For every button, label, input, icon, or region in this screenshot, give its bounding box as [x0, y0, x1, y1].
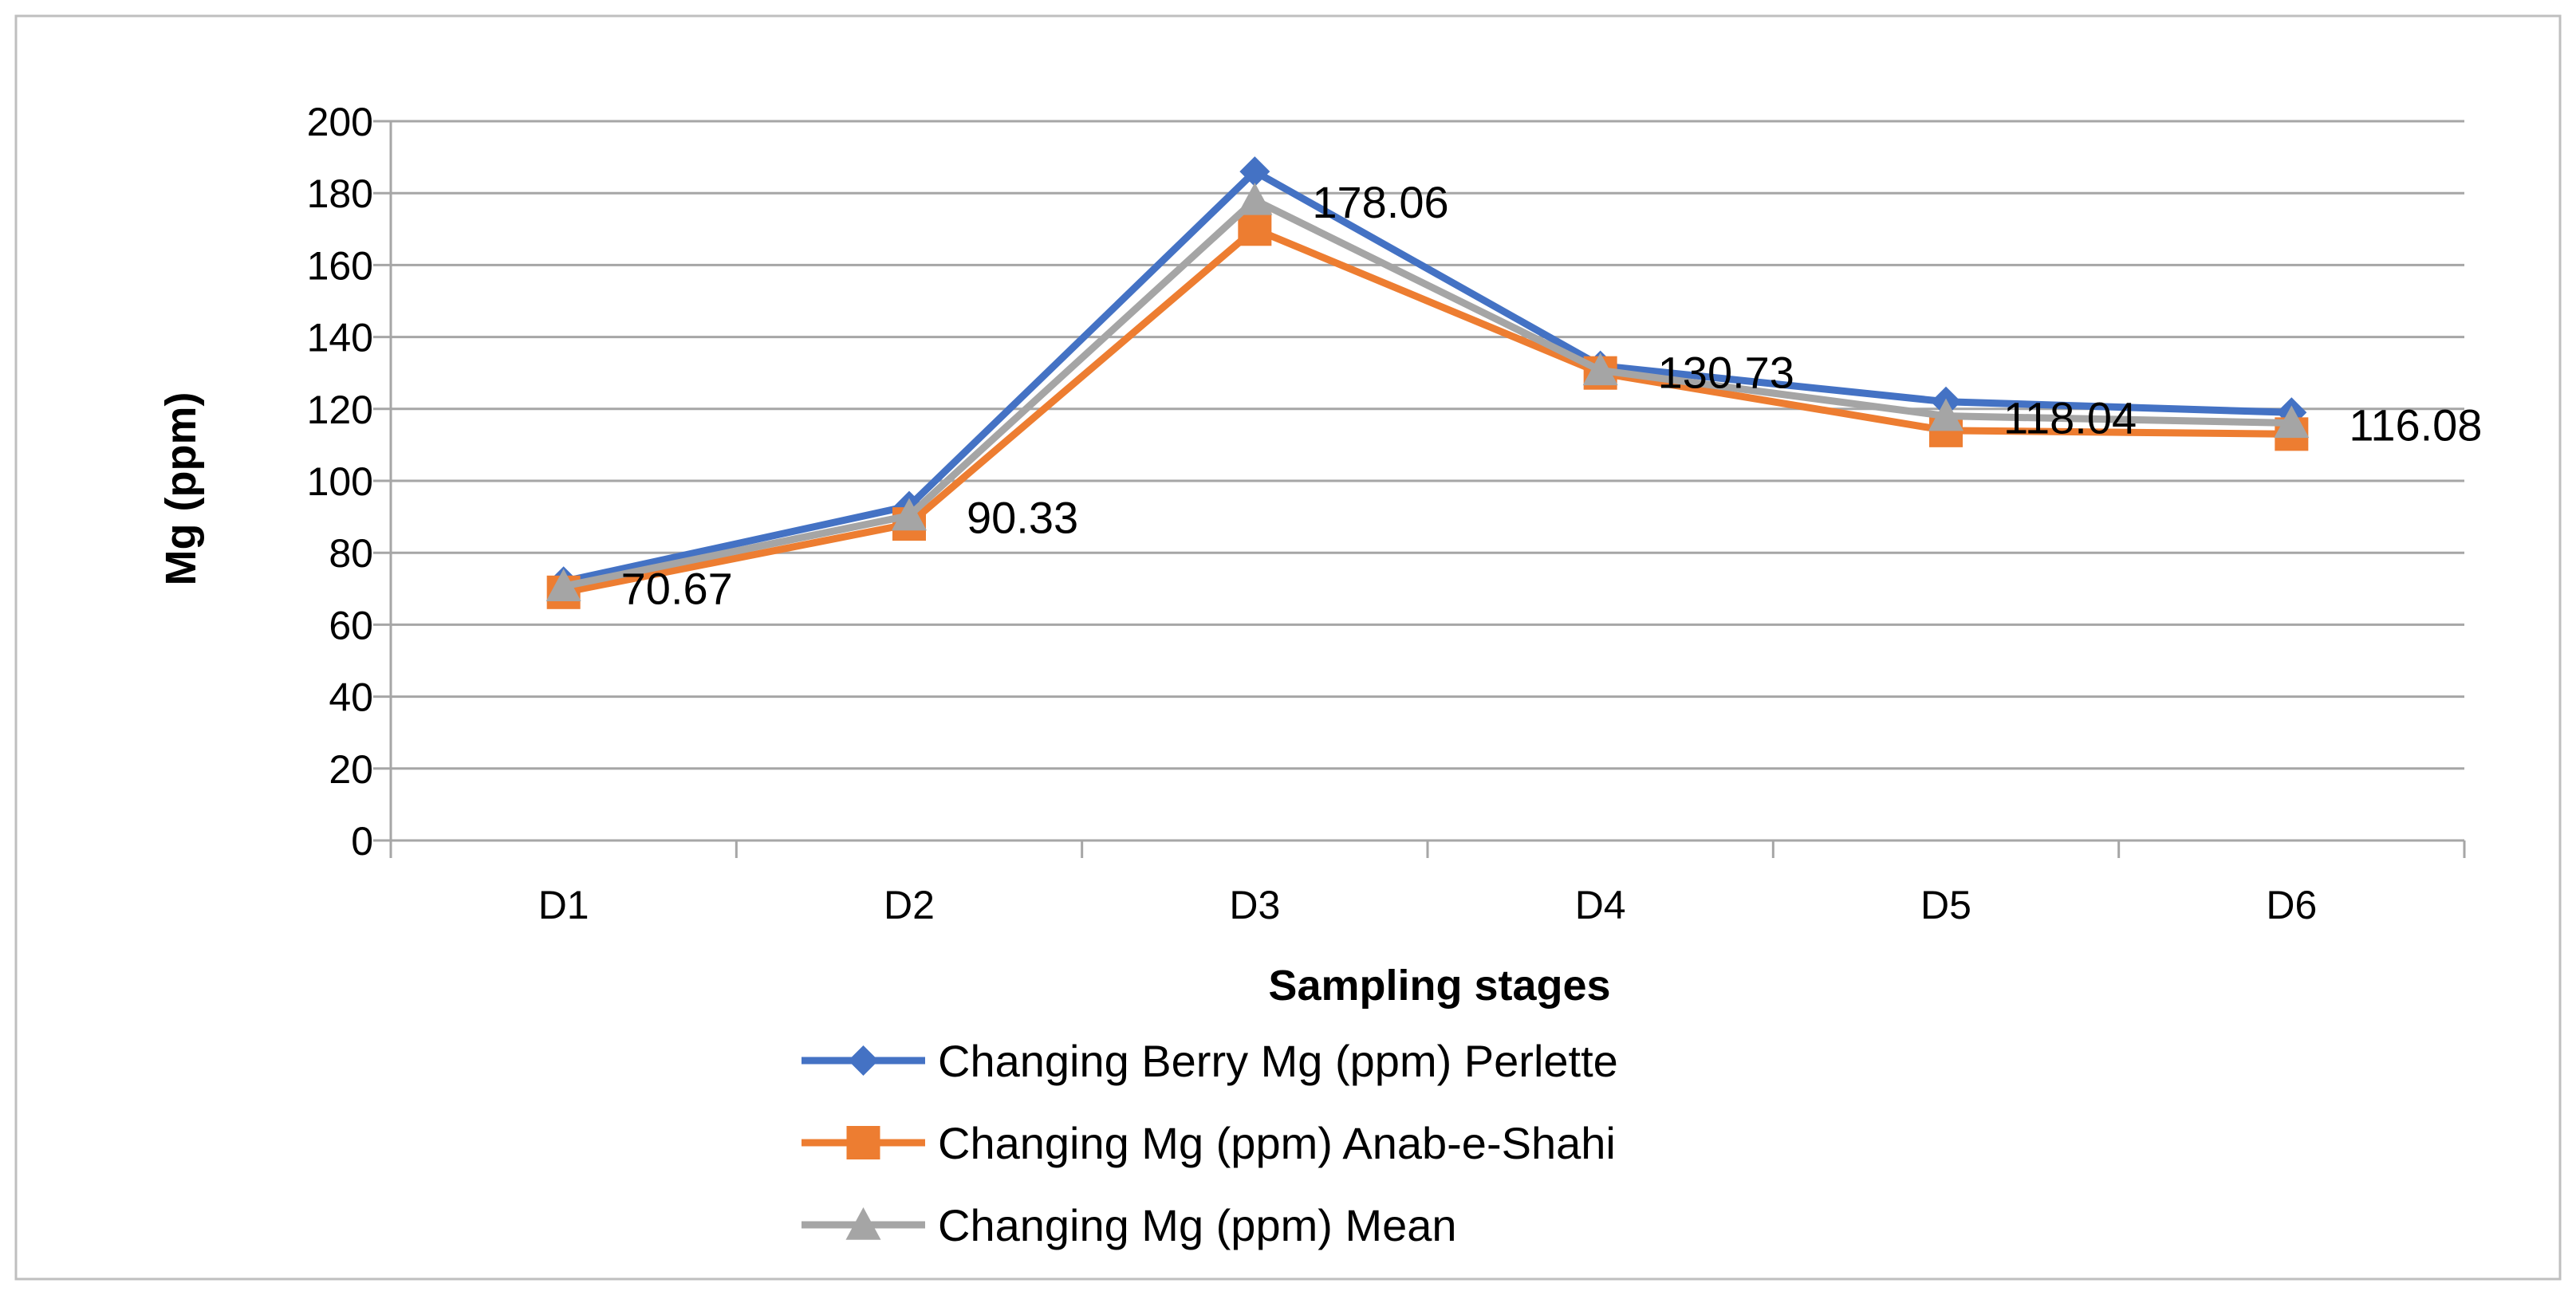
y-tick-label: 120 — [307, 388, 373, 432]
y-tick-label: 80 — [329, 531, 373, 576]
legend-item-3: Changing Mg (ppm) Mean — [802, 1200, 1457, 1250]
x-tick-label: D6 — [2266, 883, 2317, 927]
x-tick-label: D1 — [538, 883, 589, 927]
y-tick-label: 60 — [329, 603, 373, 648]
data-label: 116.08 — [2349, 400, 2482, 450]
legend-item-2: Changing Mg (ppm) Anab-e-Shahi — [802, 1118, 1616, 1168]
data-point — [1582, 352, 1618, 386]
legend: Changing Berry Mg (ppm) Perlette Changing… — [802, 1036, 1618, 1250]
chart-border — [14, 14, 2562, 1281]
x-axis-title: Sampling stages — [1268, 962, 1610, 1010]
y-tick-label: 200 — [307, 100, 373, 144]
y-tick-label: 0 — [351, 819, 373, 864]
series-3 — [546, 182, 2310, 601]
legend-marker — [845, 1207, 881, 1240]
x-tick-label: D3 — [1229, 883, 1280, 927]
data-point — [2274, 405, 2310, 439]
axes: 0 20 40 60 80 100 120 140 160 180 200 D1 D2 D3 D4 D5 D6 — [307, 100, 2466, 927]
data-point — [1239, 156, 1270, 187]
x-tick-label: D4 — [1575, 883, 1626, 927]
data-point — [1237, 182, 1273, 215]
y-tick-label: 20 — [329, 747, 373, 792]
x-tick-label: D5 — [1920, 883, 1971, 927]
data-label: 130.73 — [1658, 347, 1794, 397]
y-tick-label: 180 — [307, 171, 373, 216]
series-group — [546, 156, 2310, 609]
y-tick-label: 40 — [329, 675, 373, 720]
series-line — [560, 196, 2295, 590]
data-label: 178.06 — [1312, 177, 1448, 227]
data-label: 70.67 — [621, 563, 733, 613]
series-line — [560, 167, 2295, 585]
legend-marker — [848, 1045, 879, 1076]
data-labels: 70.67 90.33 178.06 130.73 118.04 116.08 — [621, 177, 2483, 613]
legend-label: Changing Mg (ppm) Anab-e-Shahi — [938, 1118, 1616, 1168]
legend-label: Changing Berry Mg (ppm) Perlette — [938, 1036, 1618, 1086]
series-line — [560, 225, 2295, 596]
data-point — [546, 569, 581, 601]
y-tick-label: 100 — [307, 459, 373, 504]
x-tick-label: D2 — [884, 883, 935, 927]
data-point — [1238, 212, 1272, 246]
data-point — [1928, 398, 1964, 431]
legend-marker — [846, 1126, 880, 1159]
legend-item-1: Changing Berry Mg (ppm) Perlette — [802, 1036, 1618, 1086]
data-label: 90.33 — [967, 493, 1078, 543]
y-tick-label: 160 — [307, 243, 373, 288]
y-tick-label: 140 — [307, 316, 373, 360]
data-label: 118.04 — [2003, 393, 2137, 443]
data-point — [892, 498, 927, 531]
y-axis-title: Mg (ppm) — [157, 392, 205, 586]
legend-label: Changing Mg (ppm) Mean — [938, 1200, 1457, 1250]
